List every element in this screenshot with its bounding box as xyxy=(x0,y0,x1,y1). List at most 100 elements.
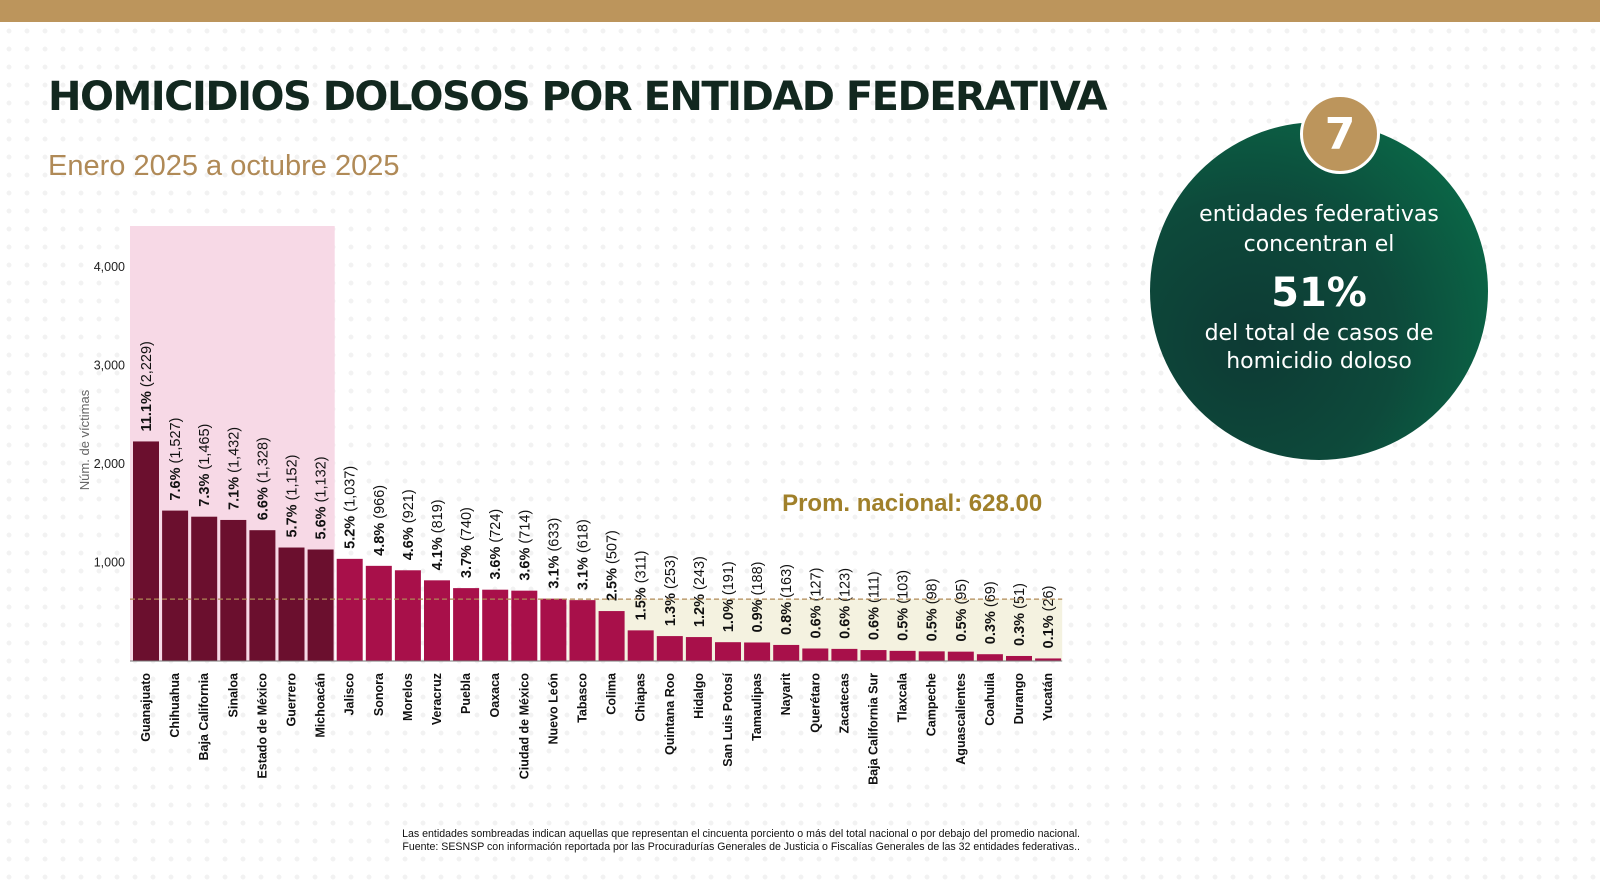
count-label: (921) xyxy=(401,489,417,523)
bar-value-label: 0.5% (95) xyxy=(954,579,970,642)
page-title: HOMICIDIOS DOLOSOS POR ENTIDAD FEDERATIV… xyxy=(48,74,1108,120)
bar xyxy=(831,648,858,661)
bar xyxy=(162,510,189,661)
bar xyxy=(220,519,247,661)
bar xyxy=(715,642,741,661)
bar-value-label: 3.6% (714) xyxy=(517,510,533,581)
count-label: (26) xyxy=(1041,586,1057,612)
percent-label: 0.1% xyxy=(1041,611,1057,648)
count-label: (1,132) xyxy=(314,456,330,502)
bar xyxy=(1035,658,1062,661)
bar-value-label: 0.3% (51) xyxy=(1012,583,1028,646)
bar-value-label: 1.2% (243) xyxy=(692,556,708,627)
percent-label: 2.5% xyxy=(605,564,621,601)
bar xyxy=(685,637,712,661)
x-tick-label: Tlaxcala xyxy=(896,672,910,722)
percent-label: 3.6% xyxy=(488,543,504,580)
percent-label: 4.6% xyxy=(401,523,417,560)
count-label: (740) xyxy=(459,507,475,541)
count-label: (633) xyxy=(546,518,562,552)
x-tick-label: Oaxaca xyxy=(488,672,502,718)
count-label: (1,465) xyxy=(197,424,213,470)
bar xyxy=(744,642,771,661)
bar-value-label: 3.7% (740) xyxy=(459,507,475,578)
bar-value-label: 0.5% (98) xyxy=(925,578,941,641)
percent-label: 3.1% xyxy=(546,552,562,589)
count-label: (127) xyxy=(808,568,824,602)
percent-label: 0.8% xyxy=(779,598,795,635)
footnote: Las entidades sombreadas indican aquella… xyxy=(272,828,1080,854)
x-tick-label: Sinaloa xyxy=(226,672,240,718)
count-label: (103) xyxy=(896,570,912,604)
percent-label: 1.3% xyxy=(663,589,679,626)
count-label: (188) xyxy=(750,562,766,596)
bar-value-label: 7.6% (1,527) xyxy=(168,418,184,501)
count-badge: 7 xyxy=(1300,94,1380,174)
footnote-line-1: Las entidades sombreadas indican aquella… xyxy=(402,828,1080,840)
x-tick-label: Puebla xyxy=(459,672,473,714)
bar-value-label: 4.1% (819) xyxy=(430,499,446,570)
count-label: (111) xyxy=(867,571,883,603)
bar xyxy=(365,565,392,661)
callout-text-bottom: del total de casos de homicidio doloso xyxy=(1150,320,1488,376)
count-label: (714) xyxy=(517,510,533,544)
x-tick-label: Nuevo León xyxy=(546,673,560,745)
percent-label: 3.7% xyxy=(459,541,475,578)
bar-value-label: 0.1% (26) xyxy=(1041,586,1057,649)
callout-line-3: del total de casos de xyxy=(1204,321,1434,346)
percent-label: 3.1% xyxy=(576,553,592,590)
count-label: (253) xyxy=(663,555,679,589)
x-tick-label: Guerrero xyxy=(285,673,299,727)
x-tick-label: Veracruz xyxy=(430,673,444,725)
bar xyxy=(540,598,567,661)
percent-label: 5.2% xyxy=(343,512,359,549)
bar-value-label: 0.5% (103) xyxy=(896,570,912,641)
bar xyxy=(860,650,887,661)
bar-value-label: 3.1% (633) xyxy=(546,518,562,589)
bar xyxy=(918,651,945,661)
percent-label: 0.3% xyxy=(1012,609,1028,646)
percent-label: 6.6% xyxy=(255,483,271,520)
x-tick-label: Guanajuato xyxy=(139,673,153,742)
bar-value-label: 6.6% (1,328) xyxy=(255,437,271,520)
x-tick-label: Durango xyxy=(1012,673,1026,725)
y-tick-label: 2,000 xyxy=(94,457,125,471)
callout-line-4: homicidio doloso xyxy=(1226,349,1412,374)
x-tick-label: Quintana Roo xyxy=(663,673,677,755)
bar xyxy=(889,650,916,661)
bar xyxy=(424,580,450,661)
percent-label: 0.3% xyxy=(983,607,999,644)
count-label: (618) xyxy=(576,519,592,553)
count-label: (243) xyxy=(692,556,708,590)
bar-value-label: 3.6% (724) xyxy=(488,509,504,580)
y-tick-label: 1,000 xyxy=(94,556,125,570)
percent-label: 1.0% xyxy=(721,595,737,632)
count-label: (98) xyxy=(925,578,941,604)
x-tick-label: Campeche xyxy=(925,673,939,736)
x-tick-label: Ciudad de México xyxy=(517,673,531,780)
x-tick-label: Estado de México xyxy=(255,673,269,779)
x-tick-label: Nayarit xyxy=(779,672,793,715)
count-label: (1,037) xyxy=(343,466,359,512)
bar-value-label: 11.1% (2,229) xyxy=(139,341,155,431)
count-label: (819) xyxy=(430,499,446,533)
percent-label: 0.6% xyxy=(808,601,824,638)
count-label: (1,328) xyxy=(255,437,271,483)
bar xyxy=(627,630,654,661)
bar-value-label: 5.6% (1,132) xyxy=(314,456,330,539)
bar-value-label: 1.3% (253) xyxy=(663,555,679,626)
bar-value-label: 4.6% (921) xyxy=(401,489,417,560)
bar-chart: 1,000 2,000 3,000 4,000 Núm. de víctimas 11.1… xyxy=(77,226,1063,785)
bar xyxy=(278,547,305,661)
bar xyxy=(453,588,480,661)
top-accent-bar xyxy=(0,0,1600,22)
count-label: (69) xyxy=(983,581,999,607)
bar-value-label: 7.1% (1,432) xyxy=(226,427,242,510)
count-label: (95) xyxy=(954,579,970,605)
count-label: (1,152) xyxy=(285,454,301,500)
callout-line-1: entidades federativas xyxy=(1199,202,1439,227)
percent-label: 5.6% xyxy=(314,502,330,539)
bar-value-label: 2.5% (507) xyxy=(605,530,621,601)
page-subtitle: Enero 2025 a octubre 2025 xyxy=(48,150,400,182)
bar xyxy=(802,648,829,661)
